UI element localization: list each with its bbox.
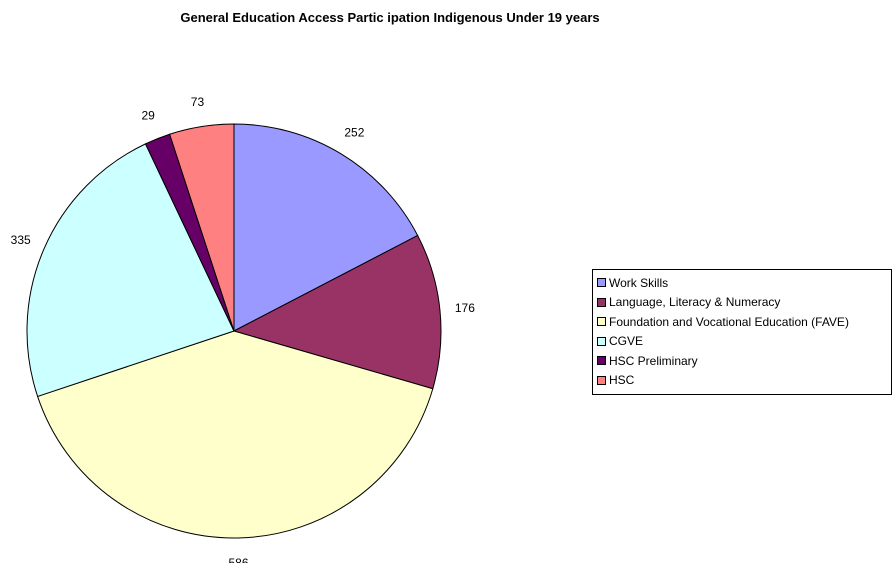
pie-value-label: 335 — [11, 233, 31, 247]
legend-label: Work Skills — [609, 275, 669, 290]
pie-slice — [36, 330, 434, 539]
pie-slice — [169, 123, 235, 332]
legend-label: HSC — [609, 373, 635, 388]
pie-value-label: 176 — [455, 301, 475, 315]
legend-item-hsc: HSC — [597, 371, 891, 391]
pie-value-label: 73 — [191, 95, 205, 109]
pie-slices — [26, 123, 442, 539]
legend-item-cgve: CGVE — [597, 332, 891, 352]
pie-slice — [26, 143, 235, 398]
pie-value-label: 586 — [229, 556, 249, 563]
legend-swatch — [597, 278, 606, 288]
chart-title: General Education Access Partic ipation … — [180, 10, 600, 25]
legend-item-work-skills: Work Skills — [597, 273, 891, 293]
legend-item-fave: Foundation and Vocational Education (FAV… — [597, 312, 891, 332]
legend-item-hsc-preliminary: HSC Preliminary — [597, 351, 891, 371]
legend-item-language-literacy-numeracy: Language, Literacy & Numeracy — [597, 293, 891, 313]
pie-slice — [232, 234, 442, 390]
legend-label: Language, Literacy & Numeracy — [609, 295, 781, 310]
legend-swatch — [597, 317, 606, 327]
chart-legend: Work Skills Language, Literacy & Numerac… — [592, 269, 892, 395]
legend-swatch — [597, 336, 606, 346]
legend-swatch — [597, 375, 606, 385]
legend-label: CGVE — [609, 334, 644, 349]
pie-value-labels: 252 176 586 335 29 73 — [11, 95, 476, 563]
legend-label: HSC Preliminary — [609, 353, 698, 368]
pie-value-label: 29 — [142, 108, 156, 122]
pie-value-label: 252 — [344, 126, 364, 140]
legend-swatch — [597, 297, 606, 307]
legend-label: Foundation and Vocational Education (FAV… — [609, 314, 849, 329]
pie-slice — [233, 123, 419, 332]
legend-swatch — [597, 356, 606, 366]
